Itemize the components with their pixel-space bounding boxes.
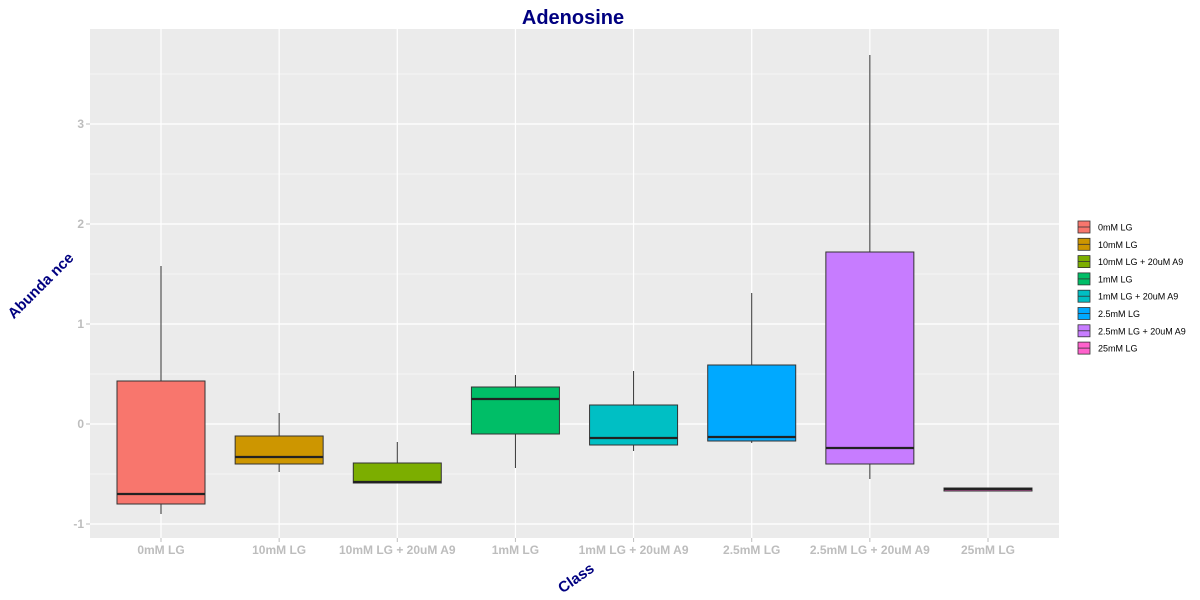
x-tick-label: 1mM LG bbox=[492, 543, 539, 557]
legend-label: 0mM LG bbox=[1098, 223, 1133, 233]
box-3 bbox=[352, 442, 442, 484]
legend-item: 25mM LG bbox=[1077, 341, 1138, 355]
x-tick-label: 10mM LG bbox=[252, 543, 306, 557]
y-tick-label: -1 bbox=[73, 517, 84, 531]
y-axis-title: Abunda nce bbox=[5, 250, 78, 323]
legend-item: 10mM LG bbox=[1077, 237, 1138, 251]
legend-label: 2.5mM LG + 20uM A9 bbox=[1098, 326, 1186, 336]
x-tick-label: 10mM LG + 20uM A9 bbox=[339, 543, 456, 557]
legend-item: 10mM LG + 20uM A9 bbox=[1077, 255, 1183, 269]
y-tick-label: 1 bbox=[77, 317, 84, 331]
legend-label: 10mM LG + 20uM A9 bbox=[1098, 257, 1183, 267]
legend-item: 1mM LG + 20uM A9 bbox=[1077, 289, 1178, 303]
box-7 bbox=[825, 55, 915, 479]
x-axis-ticks: 0mM LG 10mM LG 10mM LG + 20uM A9 1mM LG 1mM … bbox=[137, 538, 1015, 557]
box-4 bbox=[470, 375, 560, 468]
x-tick-label: 2.5mM LG + 20uM A9 bbox=[810, 543, 930, 557]
y-tick-label: 2 bbox=[77, 217, 84, 231]
y-tick-label: 3 bbox=[77, 117, 84, 131]
legend-label: 2.5mM LG bbox=[1098, 309, 1140, 319]
box-body bbox=[116, 380, 206, 505]
legend-item: 1mM LG bbox=[1077, 272, 1133, 286]
legend-label: 1mM LG + 20uM A9 bbox=[1098, 292, 1178, 302]
x-tick-label: 2.5mM LG bbox=[723, 543, 780, 557]
legend-label: 1mM LG bbox=[1098, 274, 1133, 284]
y-tick-label: 0 bbox=[77, 417, 84, 431]
legend-label: 25mM LG bbox=[1098, 344, 1138, 354]
box-5 bbox=[589, 371, 679, 451]
box-8 bbox=[943, 487, 1033, 492]
box-body bbox=[470, 386, 560, 435]
box-2 bbox=[234, 413, 324, 472]
box-body bbox=[825, 251, 915, 465]
box-body bbox=[352, 462, 442, 484]
legend: 0mM LG 10mM LG 10mM LG + 20uM A9 1mM LG 1mM … bbox=[1077, 220, 1186, 355]
box-6 bbox=[707, 293, 797, 443]
legend-label: 10mM LG bbox=[1098, 240, 1138, 250]
boxes-group bbox=[116, 55, 1033, 514]
x-tick-label: 1mM LG + 20uM A9 bbox=[579, 543, 689, 557]
legend-item: 2.5mM LG + 20uM A9 bbox=[1077, 324, 1186, 338]
box-body bbox=[234, 435, 324, 465]
x-axis-title: Class bbox=[555, 560, 598, 597]
legend-item: 2.5mM LG bbox=[1077, 307, 1140, 320]
legend-item: 0mM LG bbox=[1077, 220, 1133, 234]
x-tick-label: 0mM LG bbox=[137, 543, 184, 557]
box-1 bbox=[116, 266, 206, 514]
box-body bbox=[707, 364, 797, 442]
x-tick-label: 25mM LG bbox=[961, 543, 1015, 557]
y-axis-ticks: -1 0 1 2 3 bbox=[73, 117, 90, 531]
chart-title: Adenosine bbox=[522, 7, 624, 29]
